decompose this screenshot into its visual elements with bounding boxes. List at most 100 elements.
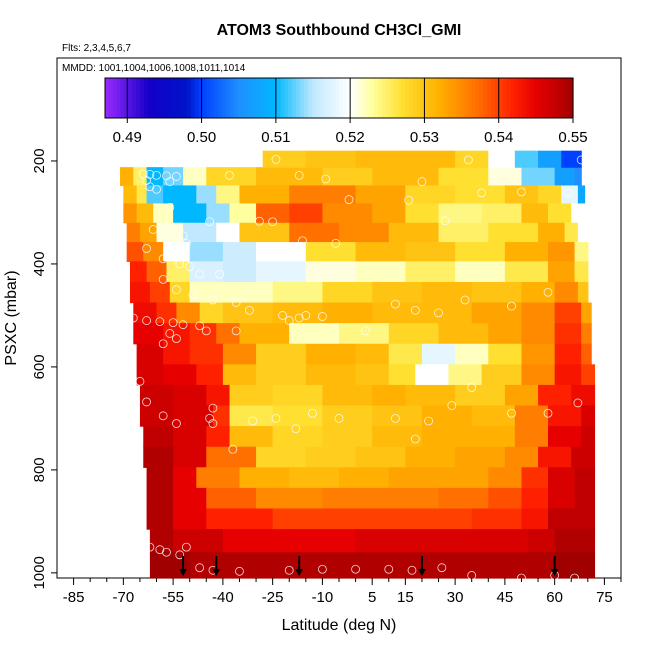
heatmap-level-855-cell <box>173 487 207 510</box>
observation-point <box>215 269 224 279</box>
colorbar-tick-label: 0.55 <box>558 129 587 146</box>
heatmap-level-455-cell <box>322 281 373 304</box>
observation-point <box>440 216 450 226</box>
colorbar-swatch <box>378 78 383 118</box>
colorbar-swatch <box>545 78 551 118</box>
observation-point <box>152 170 161 180</box>
observation-point <box>201 326 211 336</box>
heatmap-level-615-cell <box>554 364 582 386</box>
heatmap-level-695-cell <box>548 405 582 427</box>
observation-point <box>424 416 433 426</box>
heatmap-level-655-cell <box>206 384 231 407</box>
heatmap-level-230-cell <box>372 167 440 187</box>
observation-point <box>361 326 370 336</box>
heatmap-level-575-cell <box>488 343 523 365</box>
heatmap-level-895-cell <box>521 508 549 530</box>
observation-point <box>271 155 281 164</box>
observation-point <box>477 188 487 198</box>
heatmap-level-340-cell <box>216 222 241 243</box>
colorbar-swatch <box>428 78 434 118</box>
heatmap-level-415-cell <box>189 261 224 283</box>
observation-point <box>158 254 168 264</box>
colorbar-swatch <box>112 78 118 118</box>
heatmap-level-375-cell <box>256 242 307 262</box>
heatmap-level-300-cell <box>153 203 174 224</box>
y-tick-label: 400 <box>31 251 48 276</box>
heatmap-level-775-cell <box>538 446 572 468</box>
colorbar-swatch <box>424 78 430 118</box>
heatmap-level-415-cell <box>504 261 549 283</box>
heatmap-level-735-cell <box>548 426 582 448</box>
colorbar-swatch <box>475 78 480 118</box>
heatmap-level-575-cell <box>163 343 191 365</box>
heatmap-level-375-cell <box>574 242 589 262</box>
heatmap-level-735-cell <box>206 426 231 448</box>
heatmap-level-655-cell <box>139 384 174 407</box>
heatmap-level-855-cell <box>256 487 324 510</box>
heatmap-level-735-cell <box>272 426 324 448</box>
heatmap-level-935-cell <box>289 529 357 553</box>
heatmap-top-block-cell <box>514 150 539 168</box>
colorbar-swatch <box>440 78 445 118</box>
observation-point <box>294 313 304 323</box>
heatmap-level-495-cell <box>199 302 224 324</box>
heatmap-level-985-cell <box>189 552 274 579</box>
heatmap-level-575-cell <box>554 343 582 365</box>
heatmap-level-300-cell <box>521 203 549 224</box>
heatmap-level-895-cell <box>206 508 274 530</box>
heatmap-level-615-cell <box>481 364 523 386</box>
observation-point <box>158 274 168 284</box>
observation-point <box>298 236 307 246</box>
observation-point <box>168 318 178 328</box>
observation-point <box>205 217 215 227</box>
heatmap-level-455-cell <box>129 281 151 304</box>
heatmap-level-615-cell <box>136 364 164 386</box>
heatmap-level-300-cell <box>123 203 138 224</box>
heatmap-level-300-cell <box>438 203 483 224</box>
observation-point <box>517 187 526 197</box>
heatmap-level-815-cell <box>548 467 576 489</box>
heatmap-top-block-cell <box>538 150 562 168</box>
heatmap-level-340-cell <box>139 222 158 243</box>
heatmap-level-455-cell <box>149 281 171 304</box>
heatmap-level-375-cell <box>455 242 506 262</box>
observation-point <box>321 174 331 184</box>
colorbar-swatch <box>366 78 371 118</box>
heatmap-level-695-cell <box>471 405 516 427</box>
observation-point <box>417 177 427 186</box>
heatmap-level-575-cell <box>421 343 456 365</box>
observation-point <box>294 170 304 180</box>
heatmap-level-300-cell <box>405 203 440 224</box>
heatmap-level-230-cell <box>438 167 489 187</box>
colorbar-swatch <box>444 78 449 118</box>
colorbar-swatch <box>362 78 367 118</box>
observation-point <box>271 413 281 423</box>
observation-point <box>178 320 188 330</box>
colorbar-swatch <box>311 78 317 118</box>
observation-point <box>208 403 218 413</box>
heatmap-level-265-cell <box>538 185 562 205</box>
x-axis-label: Latitude (deg N) <box>282 617 397 634</box>
heatmap-level-655-cell <box>272 384 324 407</box>
heatmap-level-695-cell <box>272 405 324 427</box>
observation-point <box>331 238 341 248</box>
colorbar-swatch <box>144 78 149 118</box>
heatmap-level-935-cell <box>173 529 224 553</box>
y-tick-label: 600 <box>31 354 48 379</box>
heatmap-level-415-cell <box>129 261 148 283</box>
heatmap-level-775-cell <box>504 446 539 468</box>
heatmap-level-455-cell <box>421 281 473 304</box>
heatmap-level-695-cell <box>322 405 373 427</box>
observation-point <box>152 184 161 194</box>
observation-point <box>188 290 198 300</box>
observation-point <box>384 564 394 574</box>
heatmap-level-495-cell <box>322 302 373 324</box>
heatmap-level-535-cell <box>438 323 489 345</box>
heatmap-level-340-cell <box>538 222 566 243</box>
colorbar-swatch <box>397 78 402 118</box>
colorbar-swatch <box>237 78 243 118</box>
flight-arrow <box>212 556 221 576</box>
heatmap-level-535-cell <box>216 323 241 345</box>
heatmap-level-935-cell <box>149 529 174 553</box>
heatmap-level-230-cell <box>120 167 134 187</box>
